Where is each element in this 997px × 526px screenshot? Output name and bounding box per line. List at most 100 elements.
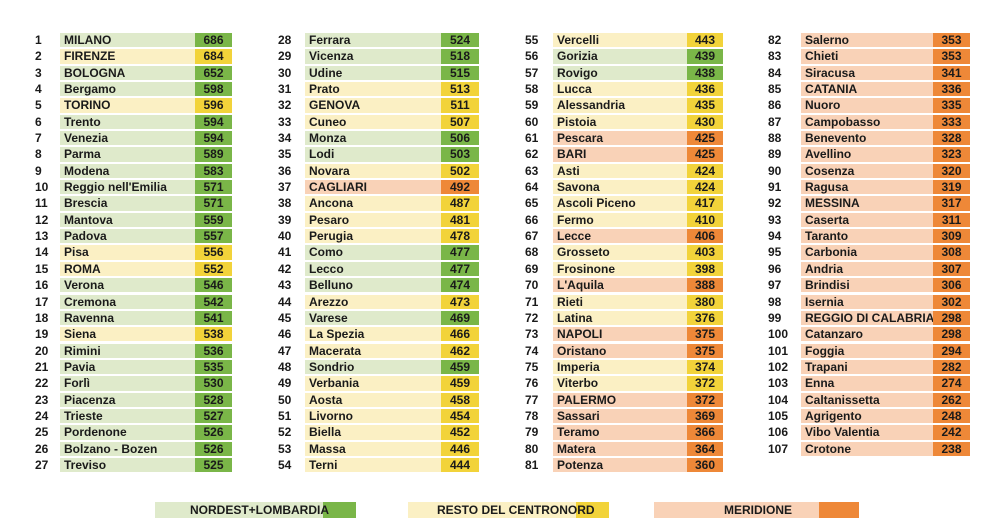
rank-cell: 106	[768, 425, 789, 440]
row-band	[305, 196, 478, 211]
row-band	[801, 163, 969, 179]
score-cell: 502	[441, 163, 479, 179]
city-cell: Pistoia	[557, 114, 597, 129]
city-cell: Agrigento	[805, 408, 862, 423]
row-band	[553, 359, 723, 375]
row-band	[60, 229, 230, 244]
rank-cell: 92	[768, 196, 782, 211]
score-cell: 559	[195, 212, 232, 228]
rank-cell: 29	[278, 49, 292, 64]
row-band	[801, 425, 969, 440]
rank-cell: 39	[278, 212, 292, 227]
score-cell: 282	[933, 359, 970, 375]
rank-cell: 87	[768, 114, 782, 129]
row-band	[60, 196, 230, 211]
row-band	[305, 33, 478, 48]
city-cell: Taranto	[805, 229, 849, 244]
city-cell: Gorizia	[557, 49, 598, 64]
row-band	[553, 278, 723, 293]
row-band	[801, 98, 969, 113]
rank-cell: 47	[278, 343, 292, 358]
rank-cell: 3	[35, 65, 42, 80]
row-band	[553, 441, 723, 456]
rank-cell: 94	[768, 229, 782, 244]
city-cell: Siena	[64, 327, 97, 342]
city-cell: Verona	[64, 278, 105, 293]
rank-cell: 64	[525, 180, 539, 195]
rank-cell: 42	[278, 261, 292, 276]
city-cell: Pavia	[64, 359, 96, 374]
rank-cell: 22	[35, 376, 49, 391]
rank-cell: 66	[525, 212, 539, 227]
city-cell: Lodi	[309, 147, 335, 162]
score-cell: 375	[687, 343, 723, 358]
score-cell: 506	[441, 131, 479, 146]
row-band	[801, 327, 969, 342]
rank-cell: 55	[525, 33, 539, 47]
score-cell: 364	[687, 441, 723, 456]
city-cell: Treviso	[64, 457, 107, 472]
legend-band	[155, 502, 323, 518]
row-band	[305, 392, 478, 407]
city-cell: Cuneo	[309, 114, 347, 129]
city-cell: Venezia	[64, 131, 109, 146]
score-cell: 319	[933, 180, 970, 195]
score-cell: 417	[687, 196, 723, 211]
city-cell: Ferrara	[309, 33, 351, 47]
score-cell: 425	[687, 147, 723, 162]
score-cell: 372	[687, 376, 723, 391]
row-band	[553, 294, 723, 309]
city-cell: Latina	[557, 310, 593, 325]
score-cell: 546	[195, 278, 232, 293]
row-band	[305, 294, 478, 309]
legend-swatch	[576, 502, 609, 518]
score-cell: 454	[441, 408, 479, 424]
score-cell: 366	[687, 425, 723, 440]
row-band	[60, 98, 230, 113]
rank-cell: 89	[768, 147, 782, 162]
row-band	[801, 441, 969, 456]
row-band	[60, 359, 230, 375]
rank-cell: 28	[278, 33, 292, 47]
city-cell: Perugia	[309, 229, 354, 244]
score-cell: 380	[687, 294, 723, 309]
rank-cell: 33	[278, 114, 292, 129]
city-cell: Verbania	[309, 376, 360, 391]
rank-cell: 96	[768, 261, 782, 276]
score-cell: 525	[195, 457, 232, 473]
score-cell: 526	[195, 425, 232, 440]
score-cell: 298	[933, 327, 970, 342]
score-cell: 242	[933, 425, 970, 440]
row-band	[305, 212, 478, 228]
score-cell: 424	[687, 163, 723, 179]
score-cell: 372	[687, 392, 723, 407]
city-cell: Pisa	[64, 245, 89, 260]
city-cell: Piacenza	[64, 392, 116, 407]
row-band	[60, 49, 230, 64]
rank-cell: 65	[525, 196, 539, 211]
city-cell: Trieste	[64, 408, 103, 423]
score-cell: 526	[195, 441, 232, 456]
score-cell: 684	[195, 49, 232, 64]
row-band	[553, 327, 723, 342]
row-band	[305, 114, 478, 130]
score-cell: 503	[441, 147, 479, 162]
score-cell: 376	[687, 310, 723, 326]
rank-cell: 60	[525, 114, 539, 129]
city-cell: Modena	[64, 163, 110, 178]
score-cell: 375	[687, 327, 723, 342]
score-cell: 513	[441, 82, 479, 97]
row-band	[60, 131, 230, 146]
city-cell: Fermo	[557, 212, 594, 227]
rank-cell: 27	[35, 457, 49, 472]
rank-cell: 78	[525, 408, 539, 423]
row-band	[801, 49, 969, 64]
rank-cell: 88	[768, 131, 782, 146]
score-cell: 459	[441, 376, 479, 391]
city-cell: Oristano	[557, 343, 607, 358]
rank-cell: 91	[768, 180, 782, 195]
row-band	[60, 261, 230, 277]
city-cell: Lucca	[557, 82, 592, 97]
row-band	[801, 261, 969, 277]
score-cell: 542	[195, 294, 232, 309]
